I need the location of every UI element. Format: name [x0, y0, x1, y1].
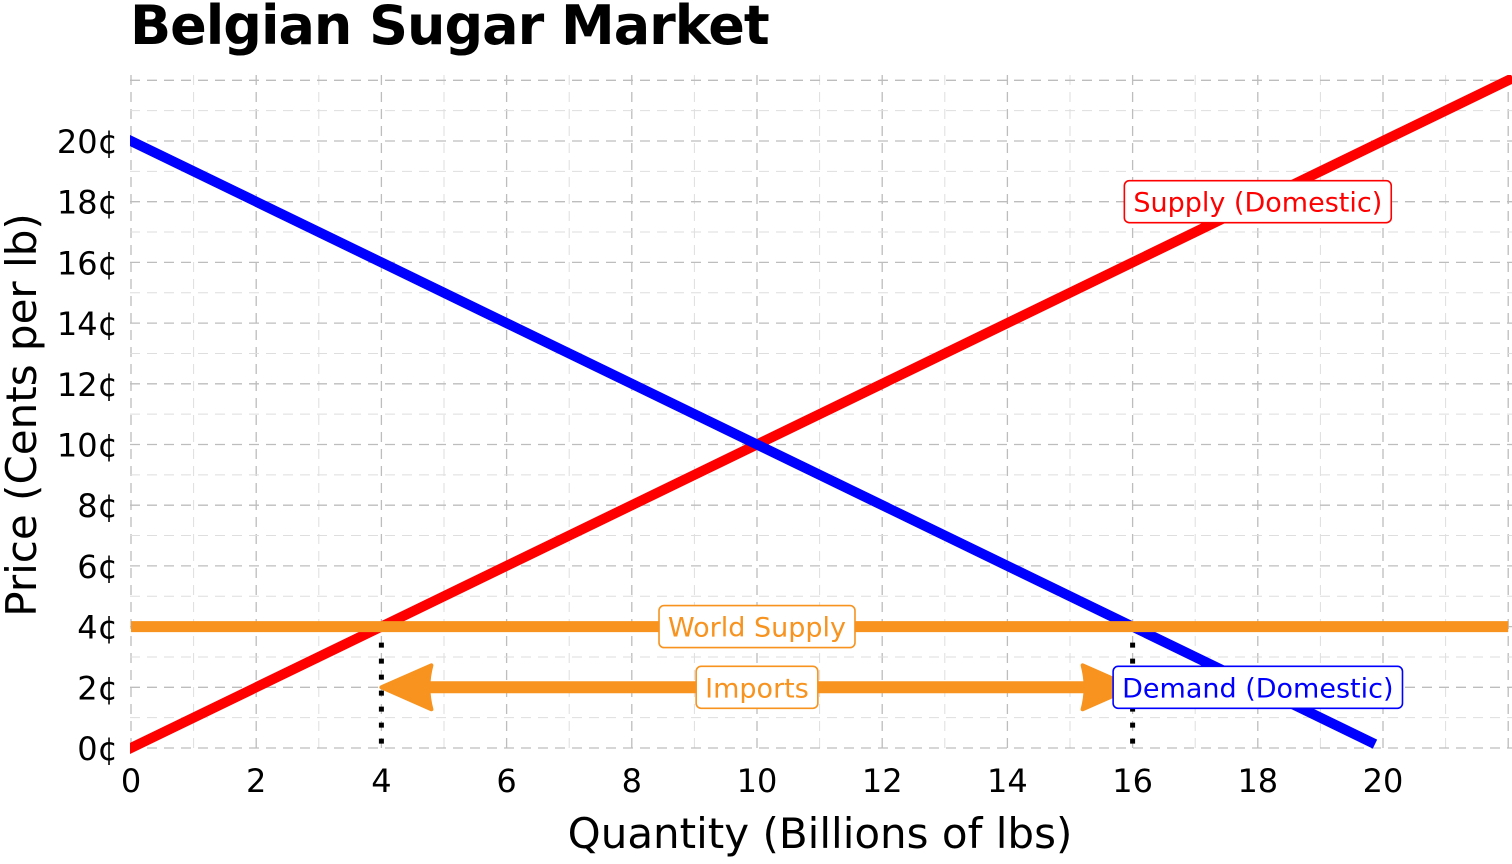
imports-arrow-head-left	[379, 663, 434, 712]
chart-title: Belgian Sugar Market	[130, 0, 770, 57]
label-demand-domestic-box	[1112, 665, 1404, 710]
x-tick-label: 10	[737, 762, 778, 800]
series-labels: Supply (Domestic) Demand (Domestic) World …	[658, 179, 1404, 710]
y-tick-label: 6¢	[77, 548, 118, 586]
label-demand-domestic-text: Demand (Domestic)	[1122, 673, 1393, 704]
label-imports: Imports	[695, 665, 819, 710]
label-supply-domestic-text: Supply (Domestic)	[1133, 188, 1382, 219]
y-axis-title: Price (Cents per lb)	[0, 213, 46, 617]
y-tick-label: 14¢	[57, 305, 118, 343]
y-tick-label: 16¢	[57, 244, 118, 282]
label-world-supply-box	[658, 604, 856, 649]
label-imports-text: Imports	[705, 673, 809, 704]
label-supply-domestic: Supply (Domestic)	[1123, 179, 1393, 224]
x-tick-labels: 0 2 4 6 8 10 12 14 16 18 20	[121, 762, 1404, 800]
y-tick-labels: 0¢ 2¢ 4¢ 6¢ 8¢ 10¢ 12¢ 14¢ 16¢ 18¢ 20¢	[57, 123, 118, 768]
x-tick-label: 0	[121, 762, 141, 800]
reference-lines	[378, 626, 1136, 744]
x-axis-title: Quantity (Billions of lbs)	[568, 809, 1073, 858]
x-tick-label: 8	[622, 762, 642, 800]
x-tick-label: 6	[496, 762, 516, 800]
y-tick-label: 8¢	[77, 487, 118, 525]
x-tick-label: 20	[1363, 762, 1404, 800]
x-tick-label: 12	[862, 762, 903, 800]
label-demand-domestic: Demand (Domestic)	[1112, 665, 1404, 710]
x-tick-label: 4	[371, 762, 391, 800]
y-tick-label: 0¢	[77, 730, 118, 768]
y-tick-label: 4¢	[77, 609, 118, 647]
x-tick-label: 2	[246, 762, 266, 800]
label-imports-box	[695, 665, 819, 710]
x-tick-label: 14	[987, 762, 1028, 800]
y-tick-label: 20¢	[57, 123, 118, 161]
y-tick-label: 2¢	[77, 669, 118, 707]
label-world-supply-text: World Supply	[668, 613, 846, 644]
label-world-supply: World Supply	[658, 604, 856, 649]
series-line	[130, 134, 1378, 749]
y-tick-label: 10¢	[57, 427, 118, 465]
y-tick-label: 12¢	[57, 366, 118, 404]
label-supply-domestic-box	[1123, 179, 1393, 224]
gridlines	[130, 75, 1512, 755]
y-tick-label: 18¢	[57, 184, 118, 222]
x-tick-label: 18	[1237, 762, 1278, 800]
x-tick-label: 16	[1112, 762, 1153, 800]
imports-arrow-head-right	[1080, 663, 1135, 712]
